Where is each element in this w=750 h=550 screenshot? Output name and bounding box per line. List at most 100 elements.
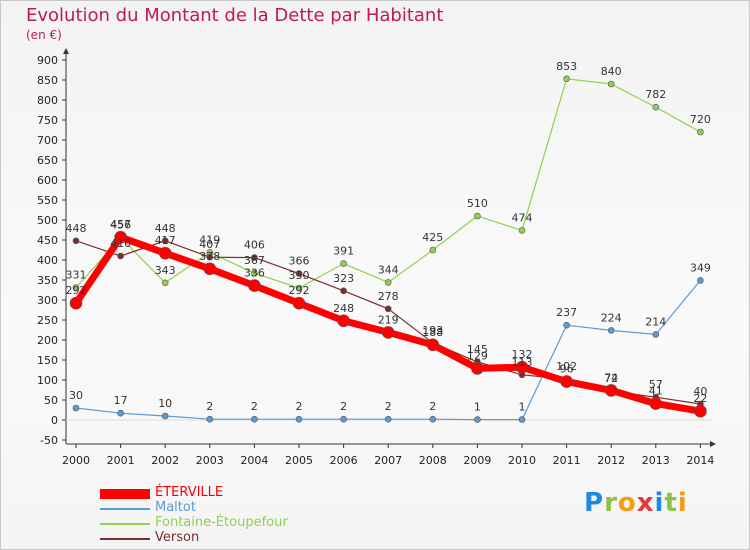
data-point-eterville bbox=[203, 262, 217, 276]
logo-letter: P bbox=[584, 488, 605, 518]
y-tick-label: 800 bbox=[37, 94, 58, 107]
data-label-eterville: 417 bbox=[155, 234, 176, 247]
y-tick-label: 500 bbox=[37, 214, 58, 227]
data-point-fontaine-etoupefour bbox=[251, 269, 258, 277]
data-label-maltot: 2 bbox=[385, 400, 392, 413]
data-label-verson: 410 bbox=[110, 237, 131, 250]
data-label-eterville: 292 bbox=[289, 284, 310, 297]
data-point-maltot bbox=[474, 416, 481, 423]
data-point-eterville bbox=[471, 362, 484, 375]
legend-swatch bbox=[100, 523, 150, 525]
data-point-eterville bbox=[604, 384, 618, 397]
data-point-eterville bbox=[560, 375, 573, 388]
data-point-eterville bbox=[381, 326, 395, 339]
y-tick-label: 200 bbox=[37, 334, 58, 347]
y-tick-label: 600 bbox=[37, 174, 58, 187]
data-label-fontaine-etoupefour: 782 bbox=[645, 88, 666, 101]
y-tick-label: 850 bbox=[37, 74, 58, 87]
y-tick-label: 0 bbox=[51, 414, 58, 427]
logo-letter: i bbox=[677, 488, 688, 518]
data-label-eterville: 336 bbox=[244, 267, 265, 280]
data-point-verson bbox=[161, 237, 169, 245]
data-point-fontaine-etoupefour bbox=[295, 284, 303, 292]
data-label-eterville: 132 bbox=[512, 348, 533, 361]
x-tick-label: 2006 bbox=[330, 454, 358, 467]
data-point-maltot bbox=[251, 415, 258, 423]
data-point-fontaine-etoupefour bbox=[384, 279, 392, 286]
data-label-verson: 407 bbox=[199, 238, 220, 251]
x-tick-label: 2009 bbox=[463, 454, 491, 467]
data-label-fontaine-etoupefour: 510 bbox=[467, 197, 488, 210]
x-tick-label: 2011 bbox=[553, 454, 581, 467]
chart-title: Evolution du Montant de la Dette par Hab… bbox=[26, 5, 444, 26]
x-tick-label: 2002 bbox=[151, 454, 179, 467]
data-point-maltot bbox=[518, 416, 526, 423]
data-point-maltot bbox=[697, 277, 704, 284]
data-label-fontaine-etoupefour: 474 bbox=[512, 211, 533, 224]
data-point-eterville bbox=[426, 338, 440, 352]
y-tick-label: 900 bbox=[37, 54, 58, 67]
data-point-eterville bbox=[337, 314, 350, 328]
logo-letter: t bbox=[664, 488, 678, 518]
data-label-maltot: 214 bbox=[645, 315, 666, 328]
y-tick-label: 400 bbox=[37, 254, 58, 267]
data-point-maltot bbox=[384, 415, 392, 423]
data-label-eterville: 96 bbox=[560, 363, 574, 376]
data-point-eterville bbox=[248, 279, 261, 292]
logo-letter: o bbox=[617, 488, 637, 518]
data-point-eterville bbox=[114, 230, 127, 244]
data-point-fontaine-etoupefour bbox=[563, 75, 570, 83]
data-label-fontaine-etoupefour: 331 bbox=[66, 269, 87, 282]
data-point-maltot bbox=[429, 415, 437, 423]
y-tick-label: 750 bbox=[37, 114, 58, 127]
data-point-maltot bbox=[161, 412, 169, 420]
data-point-maltot bbox=[563, 321, 570, 329]
y-axis-arrow bbox=[63, 48, 69, 54]
data-point-fontaine-etoupefour bbox=[697, 128, 704, 136]
data-label-verson: 57 bbox=[649, 378, 663, 391]
data-label-verson: 113 bbox=[512, 356, 533, 369]
data-point-verson bbox=[206, 253, 214, 261]
data-label-fontaine-etoupefour: 456 bbox=[110, 219, 131, 232]
data-point-eterville bbox=[292, 296, 306, 310]
data-label-fontaine-etoupefour: 367 bbox=[244, 254, 265, 267]
data-label-eterville: 292 bbox=[66, 284, 87, 297]
logo-letter: r bbox=[604, 488, 618, 518]
y-tick-label: 100 bbox=[37, 374, 58, 387]
y-tick-label: 350 bbox=[37, 274, 58, 287]
y-tick-label: 300 bbox=[37, 294, 58, 307]
data-point-fontaine-etoupefour bbox=[340, 260, 347, 267]
x-tick-label: 2012 bbox=[597, 454, 625, 467]
data-label-eterville: 41 bbox=[649, 385, 663, 398]
y-tick-label: -50 bbox=[40, 434, 58, 447]
data-label-maltot: 237 bbox=[556, 306, 577, 319]
proxiti-logo: Proxiti bbox=[584, 488, 688, 518]
y-tick-label: 650 bbox=[37, 154, 58, 167]
y-tick-label: 550 bbox=[37, 194, 58, 207]
data-label-maltot: 17 bbox=[114, 394, 128, 407]
data-label-eterville: 188 bbox=[422, 326, 443, 339]
data-label-maltot: 2 bbox=[251, 400, 258, 413]
data-point-fontaine-etoupefour bbox=[72, 284, 80, 291]
y-tick-label: 450 bbox=[37, 234, 58, 247]
data-point-eterville bbox=[649, 397, 663, 410]
data-label-maltot: 1 bbox=[519, 401, 526, 414]
data-label-maltot: 2 bbox=[206, 400, 213, 413]
data-label-fontaine-etoupefour: 344 bbox=[378, 263, 399, 276]
data-label-verson: 193 bbox=[422, 324, 443, 337]
data-label-fontaine-etoupefour: 330 bbox=[289, 269, 310, 282]
data-label-verson: 72 bbox=[604, 372, 618, 385]
data-label-verson: 366 bbox=[289, 255, 310, 268]
data-label-maltot: 2 bbox=[429, 400, 436, 413]
legend-swatch bbox=[100, 538, 150, 540]
data-label-eterville: 22 bbox=[693, 392, 707, 405]
data-label-eterville: 248 bbox=[333, 302, 354, 315]
legend-label: Fontaine-Étoupefour bbox=[155, 515, 288, 530]
data-label-fontaine-etoupefour: 391 bbox=[333, 245, 354, 258]
x-tick-label: 2013 bbox=[642, 454, 670, 467]
data-label-maltot: 10 bbox=[158, 397, 172, 410]
data-point-eterville bbox=[515, 360, 529, 374]
logo-letter: x bbox=[636, 488, 655, 518]
data-label-verson: 323 bbox=[333, 272, 354, 285]
x-tick-label: 2003 bbox=[196, 454, 224, 467]
